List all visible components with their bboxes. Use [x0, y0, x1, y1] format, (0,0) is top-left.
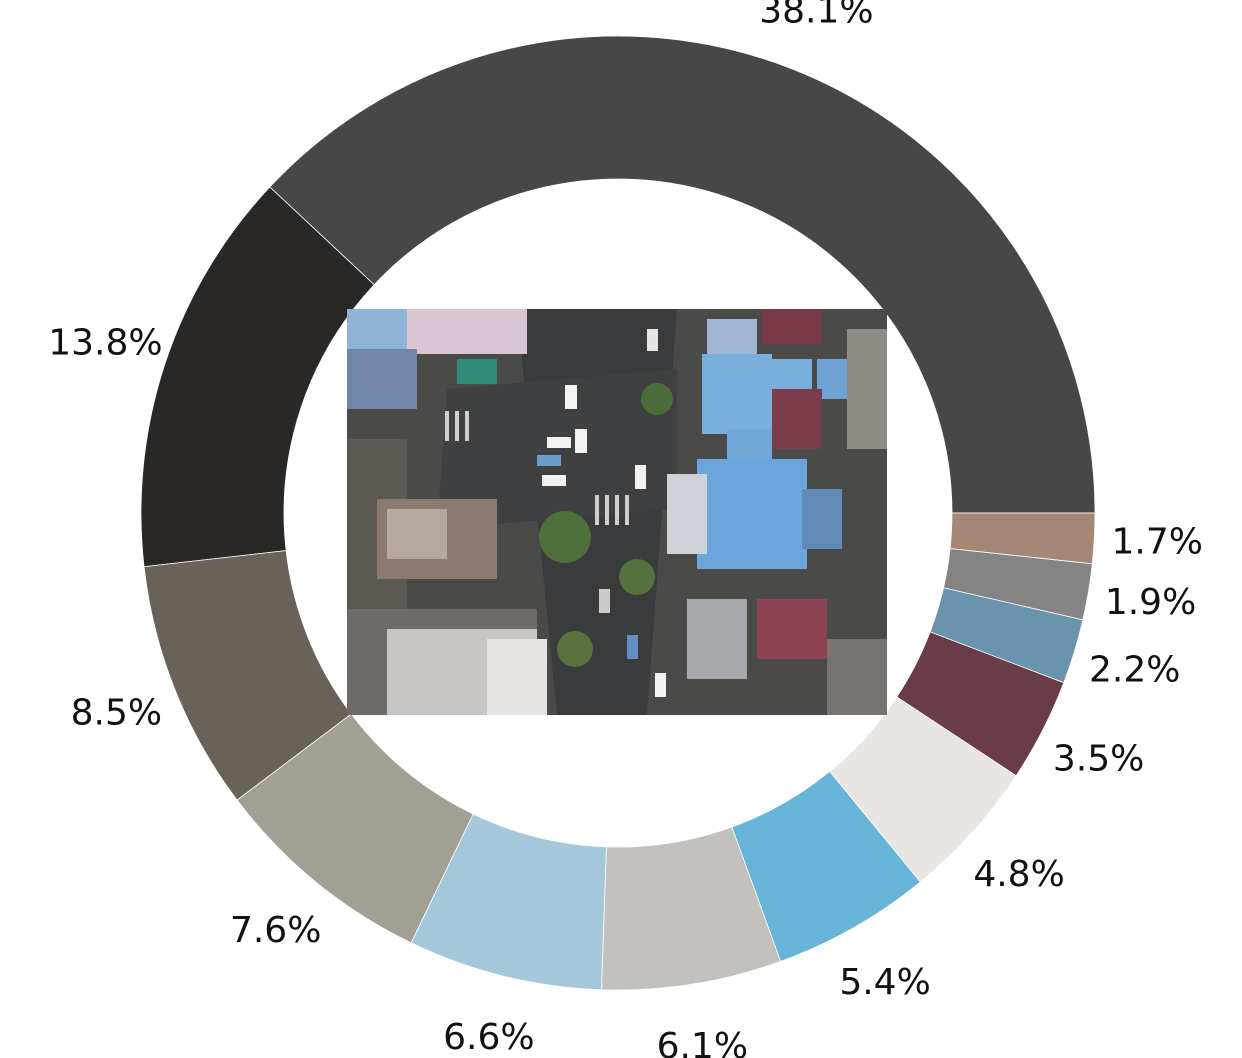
slice-label: 5.4% [839, 962, 930, 1003]
donut-slice [140, 186, 375, 568]
slice-label: 13.8% [48, 323, 162, 364]
slice-label: 38.1% [759, 0, 873, 31]
donut-slice [949, 512, 1096, 565]
slice-label: 6.1% [657, 1026, 748, 1058]
slice-label: 2.2% [1089, 649, 1180, 690]
slice-label: 1.9% [1105, 582, 1196, 623]
slice-label: 8.5% [71, 692, 162, 733]
slice-label: 6.6% [443, 1017, 534, 1058]
center-aerial-photo [347, 309, 887, 715]
slice-label: 7.6% [230, 910, 321, 951]
slice-labels: 38.1% 13.8% 8.5% 7.6% 6.6% 6.1% 5.4% 4.8% 3.5% 2.… [48, 0, 1203, 1058]
donut-slice [269, 35, 1096, 514]
slice-label: 4.8% [973, 854, 1064, 895]
slice-label: 1.7% [1111, 521, 1202, 562]
donut-slices [140, 35, 1096, 991]
slice-label: 3.5% [1053, 739, 1144, 780]
